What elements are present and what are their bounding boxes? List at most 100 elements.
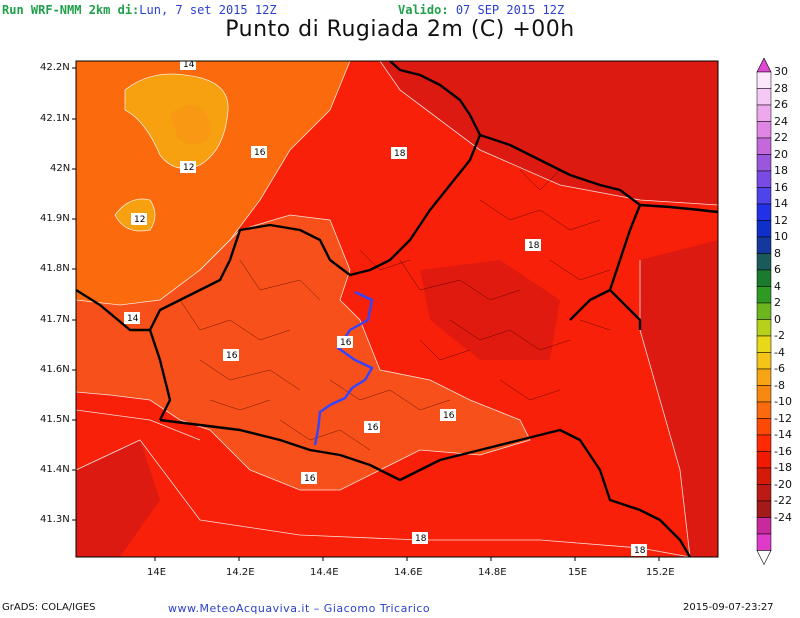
- contour-label: 18: [394, 149, 406, 159]
- lon-label: 15.2E: [646, 567, 675, 578]
- contour-18b: [639, 260, 691, 557]
- border-east: [608, 204, 642, 330]
- colorbar-label: -22: [774, 494, 792, 507]
- contour-label: 16: [340, 338, 352, 348]
- lon-label: 14.4E: [310, 567, 339, 578]
- colorbar-label: 30: [774, 65, 788, 78]
- contour-label: 16: [254, 148, 266, 158]
- valid-label: Valido:: [398, 3, 449, 17]
- contour-18a: [379, 61, 718, 206]
- contour-label: 16: [443, 411, 455, 421]
- colorbar-swatch: [756, 335, 772, 353]
- colorbar-label: -10: [774, 395, 792, 408]
- contour-label: 18: [634, 546, 646, 556]
- colorbar-swatch: [756, 401, 772, 419]
- colorbar-swatch: [756, 434, 772, 452]
- colorbar-label: 4: [774, 279, 781, 293]
- contour-label: 16: [367, 423, 379, 433]
- axis-ticks: [72, 67, 660, 561]
- colorbar-swatch: [756, 121, 772, 139]
- lat-label: 42.2N: [40, 62, 70, 73]
- colorbar-label: -16: [774, 444, 792, 458]
- contour-label: 16: [226, 351, 238, 361]
- colorbar-swatch: [756, 484, 772, 502]
- colorbar-swatch: [756, 269, 772, 287]
- lat-label: 41.7N: [40, 314, 70, 325]
- lat-label: 41.8N: [40, 263, 70, 274]
- colorbar-top-arrow: [756, 58, 772, 73]
- colorbar-label: -20: [774, 477, 792, 491]
- timestamp: 2015-09-07-23:27: [683, 602, 774, 613]
- colorbar-label: 20: [774, 147, 788, 161]
- colorbar-swatch: [756, 533, 772, 551]
- colorbar-label: -18: [774, 461, 792, 474]
- colorbar-label: 12: [774, 213, 788, 227]
- colorbar-label: 26: [774, 98, 788, 111]
- colorbar-label: 24: [774, 114, 788, 128]
- colorbar-swatch: [756, 500, 772, 518]
- colorbar-label: -24: [774, 510, 792, 524]
- contour-label: 16: [304, 474, 316, 484]
- colorbar-swatch: [756, 203, 772, 221]
- map-frame: [75, 60, 719, 558]
- contour-label: 12: [183, 163, 194, 173]
- colorbar-swatch: [756, 187, 772, 205]
- dp-10-core: [170, 105, 211, 145]
- lon-label: 14.6E: [394, 567, 423, 578]
- border-northwest: [569, 288, 611, 321]
- lat-label: 41.5N: [40, 414, 70, 425]
- colorbar-swatch: [756, 154, 772, 172]
- colorbar-swatch: [756, 451, 772, 469]
- colorbar-label: 28: [774, 81, 788, 95]
- colorbar-label: 6: [774, 263, 781, 276]
- lat-label: 41.9N: [40, 213, 70, 224]
- river: [313, 290, 374, 446]
- dp-20-southwest: [76, 440, 160, 557]
- dp-20-east: [640, 240, 718, 557]
- colorbar-label: 10: [774, 230, 788, 243]
- run-info: Run WRF-NMM 2km di:Lun, 7 set 2015 12Z: [2, 3, 277, 17]
- colorbar-label: -6: [774, 362, 785, 375]
- run-label: Run WRF-NMM 2km di:: [2, 3, 140, 17]
- lon-label: 14.2E: [226, 567, 255, 578]
- colorbar-swatch: [756, 319, 772, 337]
- contour-label: 14: [127, 314, 139, 324]
- colorbar: [756, 58, 772, 566]
- colorbar-swatch: [756, 368, 772, 386]
- contour-16: [76, 214, 531, 491]
- border-north: [389, 61, 718, 214]
- contour-12a: [124, 73, 229, 169]
- contour-18d: [76, 409, 201, 441]
- colorbar-swatch: [756, 286, 772, 304]
- map-title: Punto di Rugiada 2m (C) +00h: [225, 17, 575, 42]
- colorbar-label: 18: [774, 164, 788, 177]
- site-credit: www.MeteoAcquaviva.it – Giacomo Tricaric…: [168, 602, 431, 615]
- contour-label: 14: [183, 60, 195, 70]
- border-molise-west: [148, 134, 482, 421]
- colorbar-swatch: [756, 467, 772, 485]
- colorbar-label: -8: [774, 378, 785, 392]
- border-south: [159, 418, 692, 557]
- dp-20-inland: [420, 260, 560, 360]
- colorbar-swatch: [756, 517, 772, 535]
- contour-label: 12: [134, 215, 145, 225]
- municipal-borders: [179, 169, 611, 451]
- colorbar-label: -4: [774, 345, 785, 359]
- lon-label: 14.8E: [478, 567, 507, 578]
- lat-label: 41.6N: [40, 364, 70, 375]
- contour-label-layer: 14 12 12 14 16 16 18 18 16 16 16 16 18 1…: [124, 60, 647, 556]
- colorbar-label: 0: [774, 312, 781, 326]
- colorbar-label: 16: [774, 180, 788, 194]
- colorbar-label: 22: [774, 131, 788, 144]
- colorbar-label: 14: [774, 197, 788, 210]
- colorbar-swatch: [756, 137, 772, 155]
- run-date: Lun, 7 set 2015 12Z: [139, 3, 277, 17]
- colorbar-swatch: [756, 170, 772, 188]
- colorbar-swatch: [756, 236, 772, 254]
- lon-label: 14E: [147, 567, 167, 578]
- colorbar-swatch: [756, 88, 772, 106]
- contour-label: 18: [415, 534, 427, 544]
- border-west: [76, 288, 150, 332]
- dp-16-field: [76, 215, 530, 490]
